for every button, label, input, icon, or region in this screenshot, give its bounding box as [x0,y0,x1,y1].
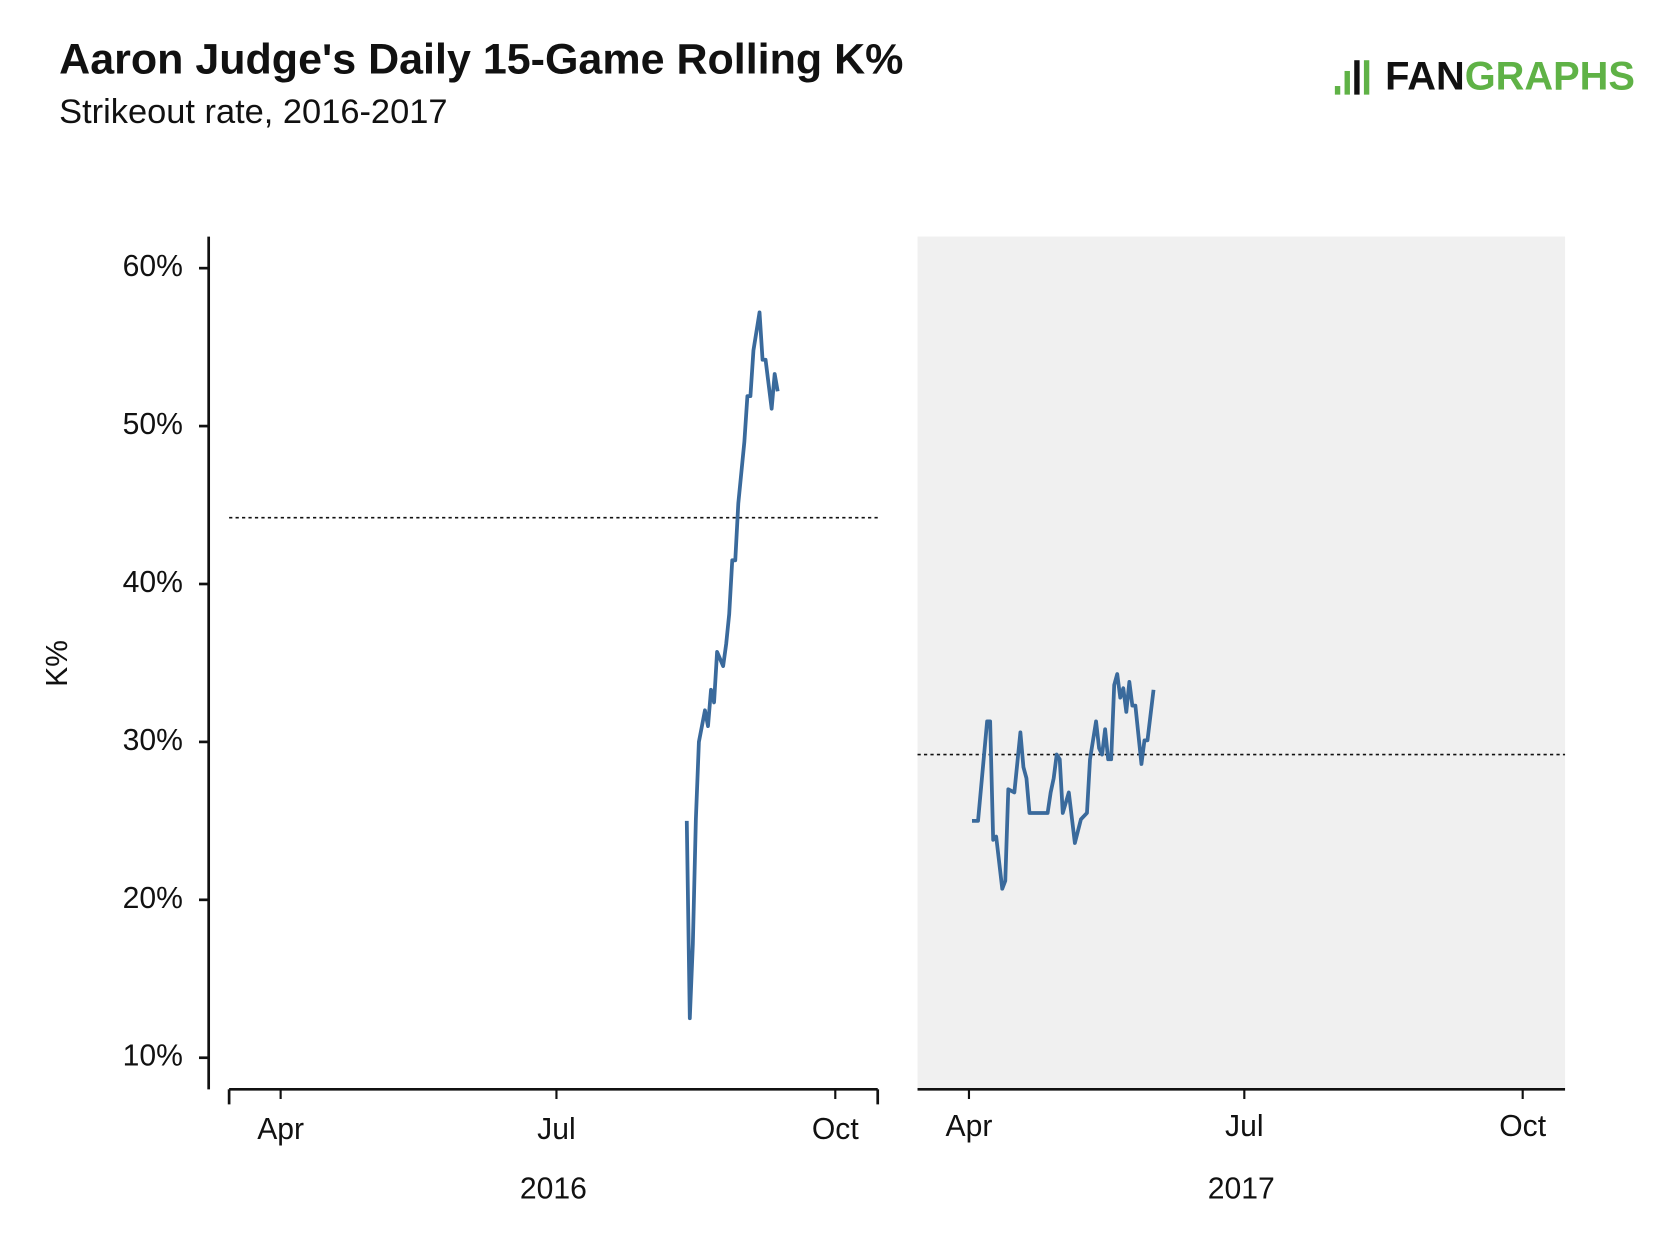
logo-icon [1354,60,1360,95]
logo-icon [1334,86,1341,95]
panel-label: 2016 [520,1172,587,1205]
chart-title: Aaron Judge's Daily 15-Game Rolling K% [59,36,903,84]
x-tick-label: Jul [1225,1110,1264,1143]
x-tick-label: Oct [812,1113,859,1146]
panel-label: 2017 [1208,1172,1275,1205]
x-tick-label: Oct [1499,1110,1546,1143]
y-tick-label: 20% [123,882,183,915]
x-tick-label: Jul [537,1113,576,1146]
chart-subtitle: Strikeout rate, 2016-2017 [59,93,447,131]
logo: FANGRAPHS [1334,54,1635,98]
y-tick-label: 60% [123,250,183,283]
x-tick-label: Apr [946,1110,993,1143]
x-tick-label: Apr [257,1113,304,1146]
data-line [971,672,1156,891]
y-tick-label: 30% [123,724,183,757]
logo-icon [1344,70,1350,95]
logo-text-part: FAN [1385,54,1465,98]
logo-text: FANGRAPHS [1385,54,1635,98]
data-line [684,310,780,1021]
y-axis-label: K% [41,640,74,687]
y-tick-label: 10% [123,1040,183,1073]
logo-text-part: GRAPHS [1465,54,1635,98]
y-tick-label: 40% [123,566,183,599]
logo-icon [1363,60,1370,95]
panel-background [229,236,878,1090]
y-tick-label: 50% [123,408,183,441]
panel-background [917,236,1566,1090]
